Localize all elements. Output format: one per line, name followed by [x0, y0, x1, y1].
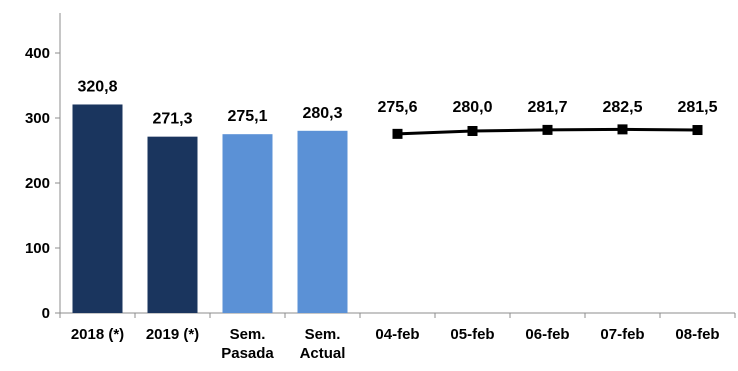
- bar-data-label: 271,3: [152, 111, 192, 128]
- y-tick-label: 200: [25, 175, 50, 192]
- x-tick-label: 04-feb: [375, 326, 419, 343]
- line-series: [392, 124, 703, 139]
- bar: [222, 134, 273, 313]
- y-tick-label: 0: [42, 305, 50, 322]
- line-data-label: 280,0: [452, 99, 492, 116]
- x-tick-label: 05-feb: [450, 326, 494, 343]
- y-tick-label: 300: [25, 110, 50, 127]
- line-marker: [542, 124, 553, 135]
- line-marker: [467, 126, 478, 136]
- bar: [72, 104, 123, 313]
- bar: [147, 136, 198, 313]
- line-marker: [617, 124, 628, 135]
- chart-labels: 2018 (*) 2019 (*) Sem. Pasada Sem. Actual 04-f…: [71, 78, 720, 362]
- bar-series: [72, 104, 348, 313]
- x-tick-label: Sem. Pasada: [221, 326, 274, 362]
- bar-data-label: 280,3: [302, 105, 342, 122]
- bar-data-label: 275,1: [227, 108, 267, 125]
- chart-axes: 0 100 200 300 400: [25, 13, 736, 322]
- x-tick-label: 2018 (*): [71, 326, 124, 343]
- y-tick-label: 400: [25, 45, 50, 62]
- x-tick-label: 08-feb: [675, 326, 719, 343]
- x-tick-label: 06-feb: [525, 326, 569, 343]
- x-tick-label: Sem. Actual: [300, 326, 346, 362]
- bar: [297, 130, 348, 313]
- x-tick-label: 07-feb: [600, 326, 644, 343]
- y-tick-label: 100: [25, 240, 50, 257]
- line-data-label: 275,6: [377, 99, 417, 116]
- x-tick-label: 2019 (*): [146, 326, 199, 343]
- bar-data-label: 320,8: [77, 78, 117, 95]
- line-marker: [692, 125, 703, 136]
- line-data-label: 281,5: [677, 99, 717, 116]
- line-data-label: 282,5: [602, 99, 642, 116]
- line-data-label: 281,7: [527, 99, 567, 116]
- line-marker: [392, 128, 403, 139]
